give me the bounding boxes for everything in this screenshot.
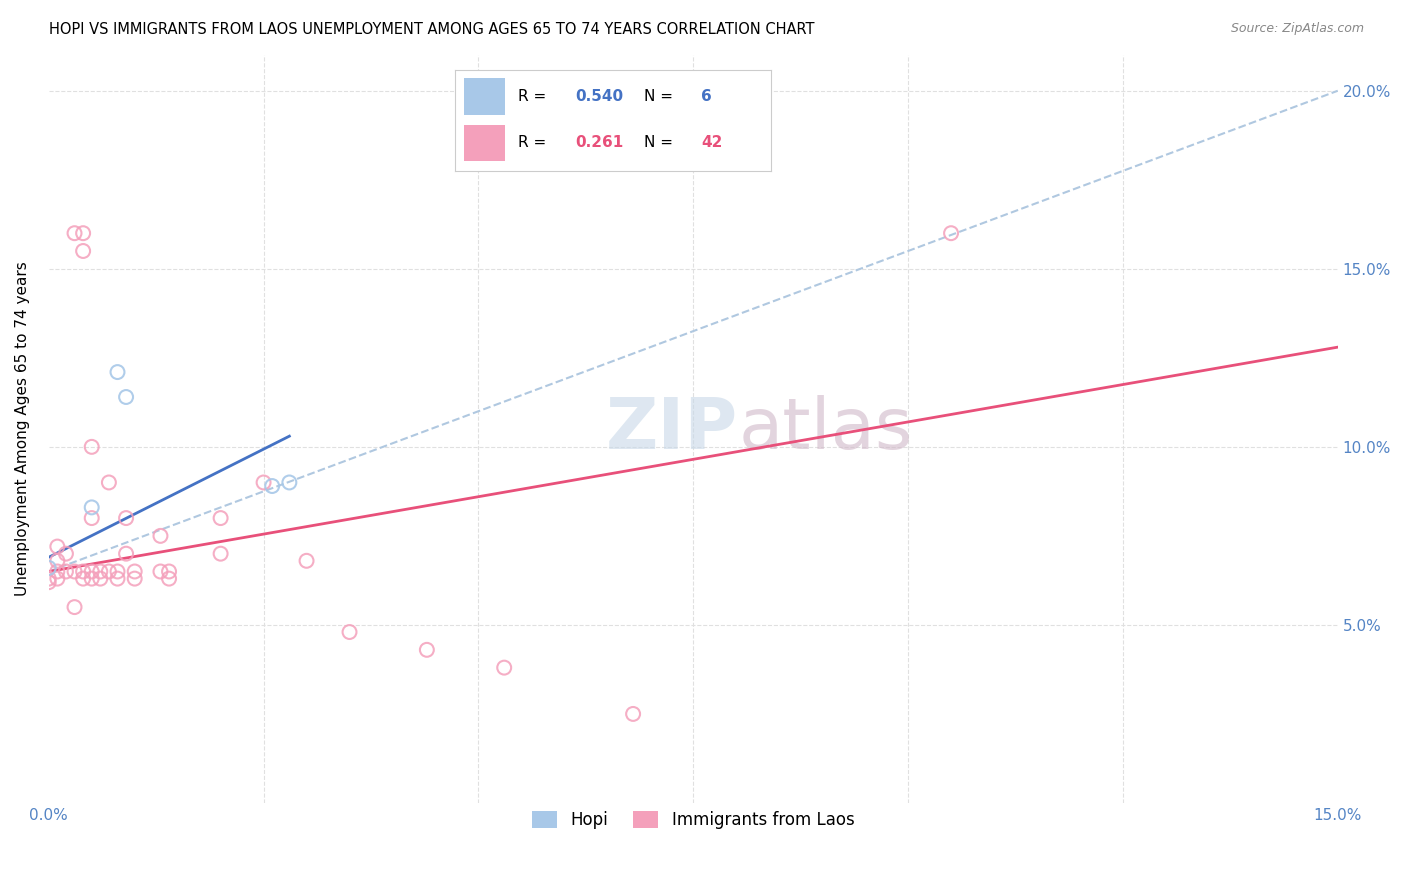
Point [494, 660, 516, 674]
Text: HOPI VS IMMIGRANTS FROM LAOS UNEMPLOYMENT AMONG AGES 65 TO 74 YEARS CORRELATION : HOPI VS IMMIGRANTS FROM LAOS UNEMPLOYMEN… [49, 22, 814, 37]
Point [621, 706, 644, 721]
Point [72, 226, 94, 240]
Point [63, 600, 86, 615]
Point [115, 547, 138, 561]
Y-axis label: Unemployment Among Ages 65 to 74 years: Unemployment Among Ages 65 to 74 years [15, 261, 30, 597]
Point [80, 440, 103, 454]
Point [107, 565, 129, 579]
Point [209, 511, 232, 525]
Point [38, 572, 60, 586]
Point [46, 572, 69, 586]
Point [63, 226, 86, 240]
Point [72, 565, 94, 579]
Point [124, 572, 146, 586]
Point [209, 547, 232, 561]
Point [115, 390, 138, 404]
Point [252, 475, 274, 490]
Point [89, 565, 111, 579]
Point [278, 475, 301, 490]
Point [46, 565, 69, 579]
Point [80, 572, 103, 586]
Point [46, 554, 69, 568]
Point [295, 554, 318, 568]
Point [55, 547, 77, 561]
Point [107, 365, 129, 379]
Point [97, 565, 120, 579]
Point [157, 572, 180, 586]
Point [416, 643, 439, 657]
Text: Source: ZipAtlas.com: Source: ZipAtlas.com [1230, 22, 1364, 36]
Point [149, 529, 172, 543]
Point [107, 572, 129, 586]
Point [157, 565, 180, 579]
Legend: Hopi, Immigrants from Laos: Hopi, Immigrants from Laos [526, 805, 860, 836]
Point [262, 479, 284, 493]
Point [115, 511, 138, 525]
Point [124, 565, 146, 579]
Point [63, 565, 86, 579]
Point [80, 565, 103, 579]
Text: ZIP: ZIP [606, 394, 738, 464]
Point [339, 625, 361, 640]
Point [97, 475, 120, 490]
Point [38, 575, 60, 590]
Point [80, 500, 103, 515]
Point [80, 511, 103, 525]
Point [72, 244, 94, 258]
Point [89, 572, 111, 586]
Point [38, 561, 60, 575]
Text: atlas: atlas [738, 394, 912, 464]
Point [939, 226, 962, 240]
Point [46, 540, 69, 554]
Point [72, 572, 94, 586]
Point [55, 565, 77, 579]
Point [149, 565, 172, 579]
